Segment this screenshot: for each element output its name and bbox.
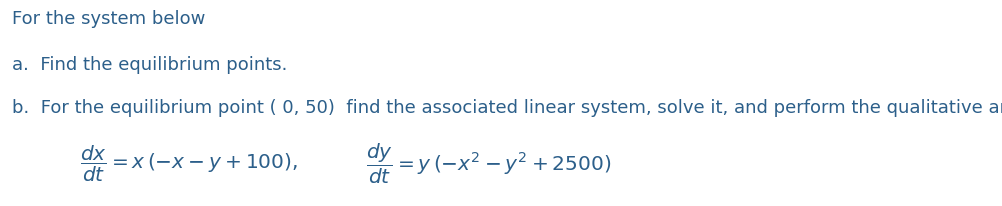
Text: a.  Find the equilibrium points.: a. Find the equilibrium points. bbox=[12, 56, 288, 74]
Text: b.  For the equilibrium point ( 0, 50)  find the associated linear system, solve: b. For the equilibrium point ( 0, 50) fi… bbox=[12, 99, 1002, 117]
Text: $\dfrac{dx}{dt} = x\,(-x - y + 100),$: $\dfrac{dx}{dt} = x\,(-x - y + 100),$ bbox=[80, 143, 298, 183]
Text: For the system below: For the system below bbox=[12, 10, 205, 28]
Text: $\dfrac{dy}{dt} = y\,(-x^{2} - y^{2} + 2500)$: $\dfrac{dy}{dt} = y\,(-x^{2} - y^{2} + 2… bbox=[366, 141, 611, 185]
